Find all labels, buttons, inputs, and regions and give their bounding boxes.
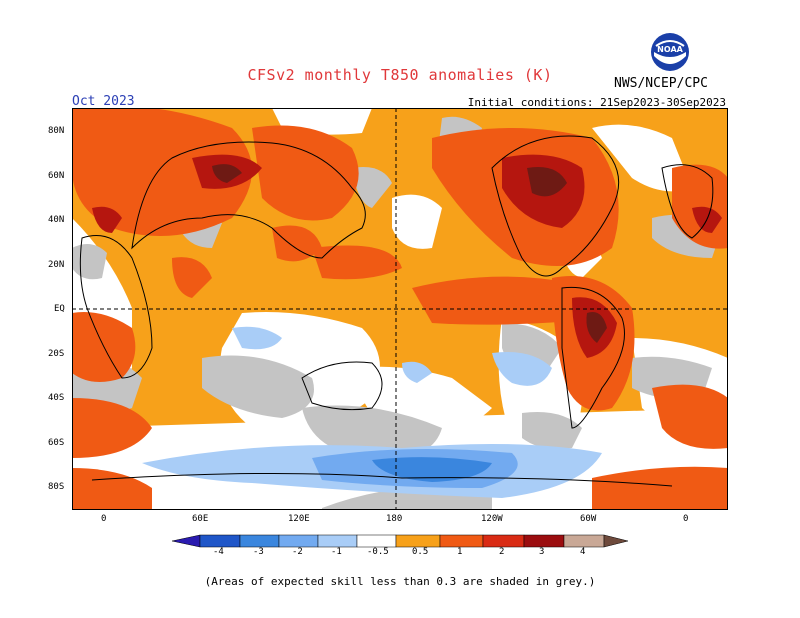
agency-label: NWS/NCEP/CPC (614, 76, 708, 91)
anomaly-3-4 (212, 164, 607, 343)
colorbar-segment (199, 534, 241, 548)
lon-label: 180 (386, 514, 403, 524)
lat-label: EQ (54, 304, 65, 314)
colorbar-segment (239, 534, 280, 548)
colorbar-tick: -1 (331, 547, 342, 557)
colorbar-segment (278, 534, 319, 548)
lat-label: 60S (48, 438, 65, 448)
forecast-month: Oct 2023 (72, 94, 135, 109)
map-title: CFSv2 monthly T850 anomalies (K) (247, 66, 553, 84)
coastlines (79, 135, 714, 487)
colorbar-tick: -0.5 (367, 547, 389, 557)
colorbar-tick: 3 (539, 547, 545, 557)
colorbar-segment (356, 534, 397, 548)
colorbar-tick: 2 (499, 547, 505, 557)
colorbar-tick: -4 (213, 547, 224, 557)
lat-label: 20S (48, 349, 65, 359)
map-frame (72, 108, 728, 510)
lat-label: 40N (48, 215, 65, 225)
anomaly-map (72, 108, 728, 510)
colorbar-tick: -3 (253, 547, 264, 557)
lon-label: 120E (288, 514, 310, 524)
lon-label: 0 (683, 514, 689, 524)
svg-text:NOAA: NOAA (657, 45, 683, 54)
colorbar-segment (563, 534, 605, 548)
lon-label: 0 (101, 514, 107, 524)
colorbar-segment (172, 534, 201, 548)
lat-label: 60N (48, 171, 65, 181)
colorbar-segment (482, 534, 525, 548)
colorbar-segment (523, 534, 565, 548)
colorbar-tick: 4 (580, 547, 586, 557)
lat-label: 20N (48, 260, 65, 270)
colorbar-segment (439, 534, 484, 548)
colorbar-segment (603, 534, 628, 548)
lon-label: 120W (481, 514, 503, 524)
lat-label: 80N (48, 126, 65, 136)
colorbar-tick: 0.5 (412, 547, 429, 557)
lon-label: 60W (580, 514, 597, 524)
colorbar-segment (395, 534, 441, 548)
colorbar-segment (317, 534, 358, 548)
colorbar-tick: 1 (457, 547, 463, 557)
colorbar-tick: -2 (292, 547, 303, 557)
lon-label: 60E (192, 514, 209, 524)
colorbar (172, 534, 628, 548)
cold-anomalies (142, 326, 602, 498)
anomaly-1-2 (72, 108, 728, 510)
skill-footnote: (Areas of expected skill less than 0.3 a… (204, 575, 596, 588)
lat-label: 80S (48, 482, 65, 492)
initial-conditions: Initial conditions: 21Sep2023-30Sep2023 (467, 96, 726, 109)
noaa-logo: NOAA (651, 33, 689, 71)
lat-label: 40S (48, 393, 65, 403)
